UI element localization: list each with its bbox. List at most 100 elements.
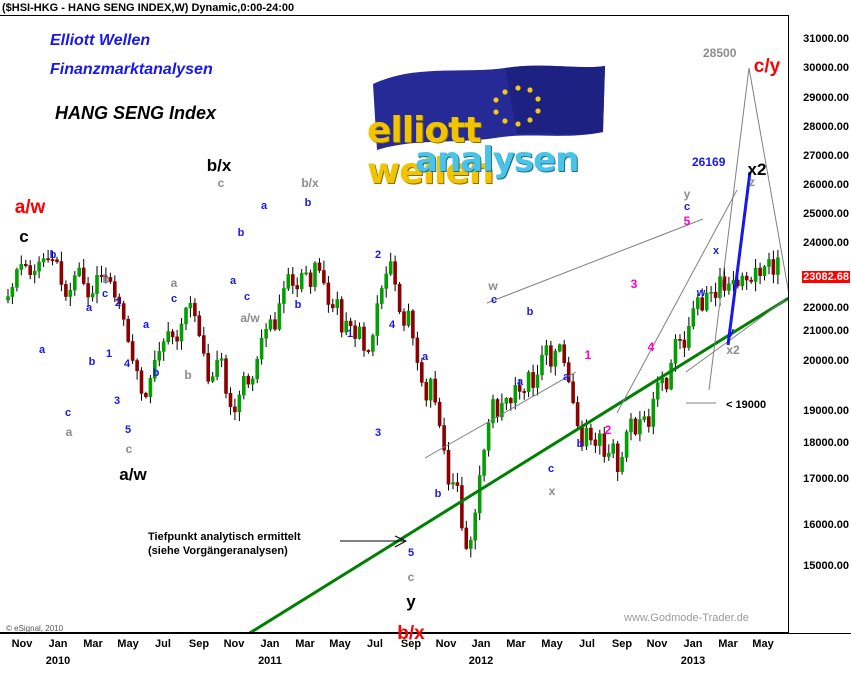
blue-projection-line: [726, 171, 752, 346]
price-tick: 16000.00: [803, 519, 849, 531]
date-tick: Nov: [646, 638, 668, 650]
wave-label-x2: x2: [747, 160, 767, 179]
wave-label-2: 2: [114, 297, 122, 309]
site-watermark: www.Godmode-Trader.de: [624, 612, 749, 624]
wave-label-a: a: [229, 275, 237, 287]
candlestick-series: [6, 249, 780, 558]
wave-label-4: 4: [388, 319, 396, 331]
price-tick: 30000.00: [803, 62, 849, 74]
wave-label-a-w: a/w: [14, 197, 46, 218]
wave-label-a: a: [516, 376, 524, 388]
steep-rise-guide: [616, 189, 738, 414]
price-tick: 21000.00: [803, 325, 849, 337]
year-tick: 2013: [680, 655, 706, 667]
year-tick: 2012: [468, 655, 494, 667]
date-tick: Nov: [11, 638, 33, 650]
wave-label-a: a: [562, 371, 570, 383]
tiefpunkt-arrow-head: [394, 535, 408, 548]
date-tick: May: [117, 638, 139, 650]
date-tick: Jan: [260, 638, 280, 650]
date-axis[interactable]: Nov Jan Mar May Jul Sep Nov Jan Mar May Jul Sep Nov J…: [0, 634, 851, 675]
wave-label-a-w: a/w: [240, 311, 260, 325]
eu-flag-icon: [373, 65, 605, 150]
price-tick: 15000.00: [803, 560, 849, 572]
title-line-1: Elliott Wellen: [50, 32, 151, 49]
wave-label-a: a: [85, 302, 93, 314]
wave-label-c: c: [19, 227, 29, 246]
wave-label-y: y: [683, 187, 691, 201]
date-tick: Sep: [188, 638, 210, 650]
wave-label-c: c: [217, 176, 225, 190]
wave-label-2: 2: [374, 249, 382, 261]
price-tick: 26000.00: [803, 179, 849, 191]
wave-label-b: b: [49, 249, 57, 261]
wave-label-5: 5: [407, 547, 415, 559]
year-tick: 2010: [45, 655, 71, 667]
logo-text-top: elliott wellen: [367, 110, 494, 192]
below-19000-label: < 19000: [726, 399, 767, 411]
date-tick: Jul: [155, 638, 171, 650]
wave-label-b: b: [102, 272, 110, 286]
current-price-tag: 23082.68: [802, 271, 850, 283]
wave-label-1: 1: [105, 348, 113, 360]
wave-label-b: b: [526, 306, 534, 318]
wave-label-c: c: [125, 442, 133, 456]
wave-label-3: 3: [374, 427, 382, 439]
date-tick: Jul: [579, 638, 595, 650]
date-tick: Mar: [295, 638, 315, 650]
date-tick: Nov: [223, 638, 245, 650]
wave-label-x2: x2: [726, 343, 740, 357]
wave-label-b: b: [576, 438, 584, 450]
axis-bottom-rule: [0, 633, 851, 634]
wave-label-a: a: [142, 319, 150, 331]
price-tick: 25000.00: [803, 208, 849, 220]
target-26169-label: 26169: [692, 155, 726, 169]
wave-label-4: 4: [123, 358, 131, 370]
wave-label-y: y: [406, 592, 416, 611]
price-tick: 29000.00: [803, 92, 849, 104]
wave-label-c: c: [547, 463, 555, 475]
copyright-label: © eSignal, 2010: [6, 624, 64, 633]
wave-label-b-x: b/x: [397, 623, 425, 644]
wave-label-y: y: [727, 326, 735, 338]
wave-label-c: c: [243, 291, 251, 303]
tiefpunkt-note-line1: Tiefpunkt analytisch ermittelt: [148, 531, 301, 543]
upper-channel-line: [486, 218, 704, 304]
plot-area-frame: [0, 15, 789, 633]
wave-label-w: w: [696, 287, 706, 299]
projected-path-up-down: [708, 67, 788, 391]
date-tick: May: [329, 638, 351, 650]
date-tick: Nov: [435, 638, 457, 650]
title-line-2: Finanzmarktanalysen: [50, 61, 213, 78]
date-tick: Jan: [683, 638, 703, 650]
wave-label-1: 1: [584, 348, 592, 362]
wave-label-b: b: [237, 227, 245, 239]
elliott-wellen-logo: elliott wellen analysen: [355, 62, 615, 192]
wave-label-4: 4: [647, 340, 655, 354]
lower-channel-line-2: [685, 299, 786, 373]
wave-label-c: c: [64, 407, 72, 419]
date-tick: Jan: [48, 638, 68, 650]
wave-label-c: c: [101, 288, 109, 300]
wave-label-c: c: [683, 201, 691, 213]
lower-channel-line: [424, 371, 577, 459]
wave-label-b-x: b/x: [206, 156, 232, 175]
wave-label-a: a: [38, 344, 46, 356]
date-tick: Sep: [611, 638, 633, 650]
price-tick: 27000.00: [803, 150, 849, 162]
wave-label-b: b: [294, 299, 302, 311]
wave-label-b: b: [88, 356, 96, 368]
title-line-3: HANG SENG Index: [55, 103, 217, 123]
wave-label-a: a: [170, 276, 178, 290]
wave-label-2: 2: [604, 423, 612, 437]
wave-label-a: a: [260, 200, 268, 212]
wave-label-a: a: [65, 425, 73, 439]
wave-label-w: w: [488, 279, 498, 293]
wave-label-c-y: c/y: [753, 56, 781, 77]
year-tick: 2011: [258, 655, 282, 667]
price-axis[interactable]: 31000.00 30000.00 29000.00 28000.00 27000.00…: [789, 15, 851, 633]
price-tick: 17000.00: [803, 473, 849, 485]
date-tick: Mar: [718, 638, 738, 650]
wave-label-5: 5: [124, 424, 132, 436]
